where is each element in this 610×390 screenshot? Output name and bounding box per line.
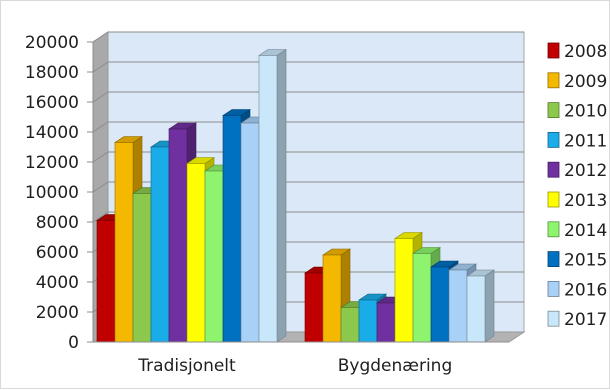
y-tick-label: 16000	[25, 93, 79, 113]
y-tick-label: 12000	[25, 153, 79, 173]
legend-label: 2008	[564, 42, 607, 62]
y-tick-label: 0	[68, 333, 79, 353]
x-category-label: Bygdenæring	[338, 356, 453, 376]
legend-swatch	[547, 72, 560, 89]
y-tick-label: 14000	[25, 123, 79, 143]
legend-swatch	[547, 42, 560, 59]
x-category-label: Tradisjonelt	[137, 356, 236, 376]
legend: 2008 2009 2010 2011 2012 2013 2014 2015 2016 2017	[547, 42, 607, 330]
legend-swatch	[547, 191, 560, 208]
legend-label: 2011	[564, 131, 607, 151]
gridline	[92, 181, 524, 193]
gridline	[92, 61, 524, 73]
legend-label: 2010	[564, 102, 607, 122]
legend-swatch	[547, 251, 560, 268]
y-axis-ticks: 0 2000 4000 6000 8000 10000 12000 14000 16000 180…	[25, 33, 509, 353]
x-axis-categories: Tradisjonelt Bygdenæring	[137, 356, 452, 376]
legend-swatch	[547, 102, 560, 118]
legend-swatch	[547, 280, 560, 297]
legend-swatch	[547, 131, 560, 148]
legend-swatch	[547, 161, 560, 178]
y-tick-label: 18000	[25, 63, 79, 83]
y-tick-label: 2000	[36, 303, 79, 323]
y-tick-label: 8000	[36, 213, 79, 233]
gridline	[92, 151, 524, 163]
gridline	[92, 121, 524, 133]
bar-2017-Tradisjonelt	[258, 48, 287, 343]
gridline	[92, 91, 524, 103]
legend-label: 2017	[564, 310, 607, 330]
legend-label: 2012	[564, 161, 607, 181]
legend-swatch	[547, 310, 560, 327]
bars	[96, 48, 495, 343]
legend-label: 2014	[564, 221, 607, 241]
legend-label: 2016	[564, 280, 607, 300]
legend-label: 2015	[564, 251, 607, 271]
bar-2017-Bygdenæring	[466, 269, 495, 343]
y-tick-label: 6000	[36, 243, 79, 263]
legend-label: 2009	[564, 72, 607, 92]
y-tick-label: 20000	[25, 33, 79, 53]
y-tick-label: 10000	[25, 183, 79, 203]
gridline	[92, 211, 524, 223]
gridline	[92, 31, 524, 43]
y-tick-label: 4000	[36, 273, 79, 293]
legend-swatch	[547, 221, 560, 238]
legend-label: 2013	[564, 191, 607, 211]
